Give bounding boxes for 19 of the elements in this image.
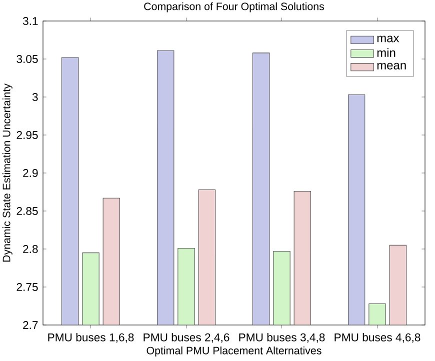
x-tick-label: PMU buses 3,4,8 xyxy=(239,333,325,343)
chart-title: Comparison of Four Optimal Solutions xyxy=(144,2,324,12)
legend-label: mean xyxy=(377,62,406,70)
x-tick-label: PMU buses 4,6,8 xyxy=(334,333,420,343)
y-tick-label: 2.9 xyxy=(23,169,38,178)
legend-label: min xyxy=(377,48,396,57)
y-tick-label: 2.85 xyxy=(16,207,38,216)
y-tick-label: 3 xyxy=(32,93,38,102)
y-tick-label: 2.75 xyxy=(16,283,38,292)
x-tick-label: PMU buses 2,4,6 xyxy=(144,333,230,343)
legend-label: max xyxy=(377,36,400,42)
y-tick-label: 3.1 xyxy=(22,17,38,26)
y-tick-label: 3.05 xyxy=(16,55,38,64)
x-tick-label: PMU buses 1,6,8 xyxy=(48,333,134,343)
x-axis-title: Optimal PMU Placement Alternatives xyxy=(146,346,322,356)
y-tick-label: 2.95 xyxy=(16,131,38,140)
y-tick-label: 2.7 xyxy=(23,321,38,329)
y-axis-title: Dynamic State Estimation Uncertainty xyxy=(2,84,12,262)
y-tick-label: 2.8 xyxy=(23,245,38,254)
